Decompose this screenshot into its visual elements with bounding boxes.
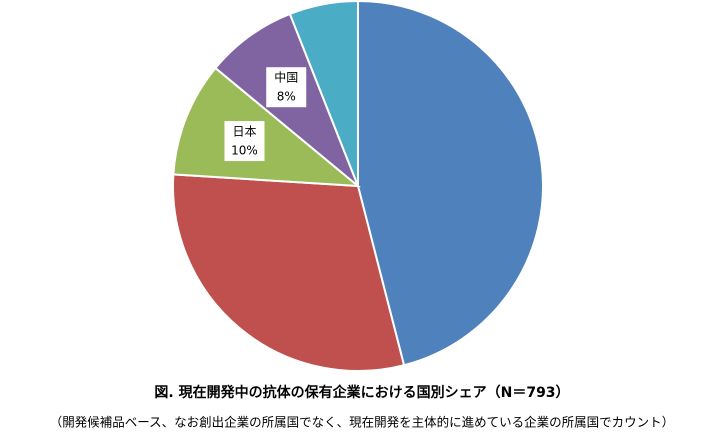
value-label: 10%	[231, 144, 258, 158]
chart-title: 図. 現在開発中の抗体の保有企業における国別シェア（N＝793）	[154, 384, 569, 401]
chart-subtitle: （開発候補品ベース、なお創出企業の所属国でなく、現在開発を主体的に進めている企業…	[50, 415, 674, 430]
pie-slice	[288, 0, 359, 187]
pie-slice	[357, 0, 544, 367]
label-box	[266, 67, 307, 108]
pie-slice	[172, 66, 362, 188]
value-label: 8%	[277, 90, 296, 104]
slice-label: 日本	[232, 125, 256, 139]
pie-slice	[172, 173, 406, 372]
slice-label: 中国	[274, 70, 298, 85]
label-box	[224, 121, 265, 162]
